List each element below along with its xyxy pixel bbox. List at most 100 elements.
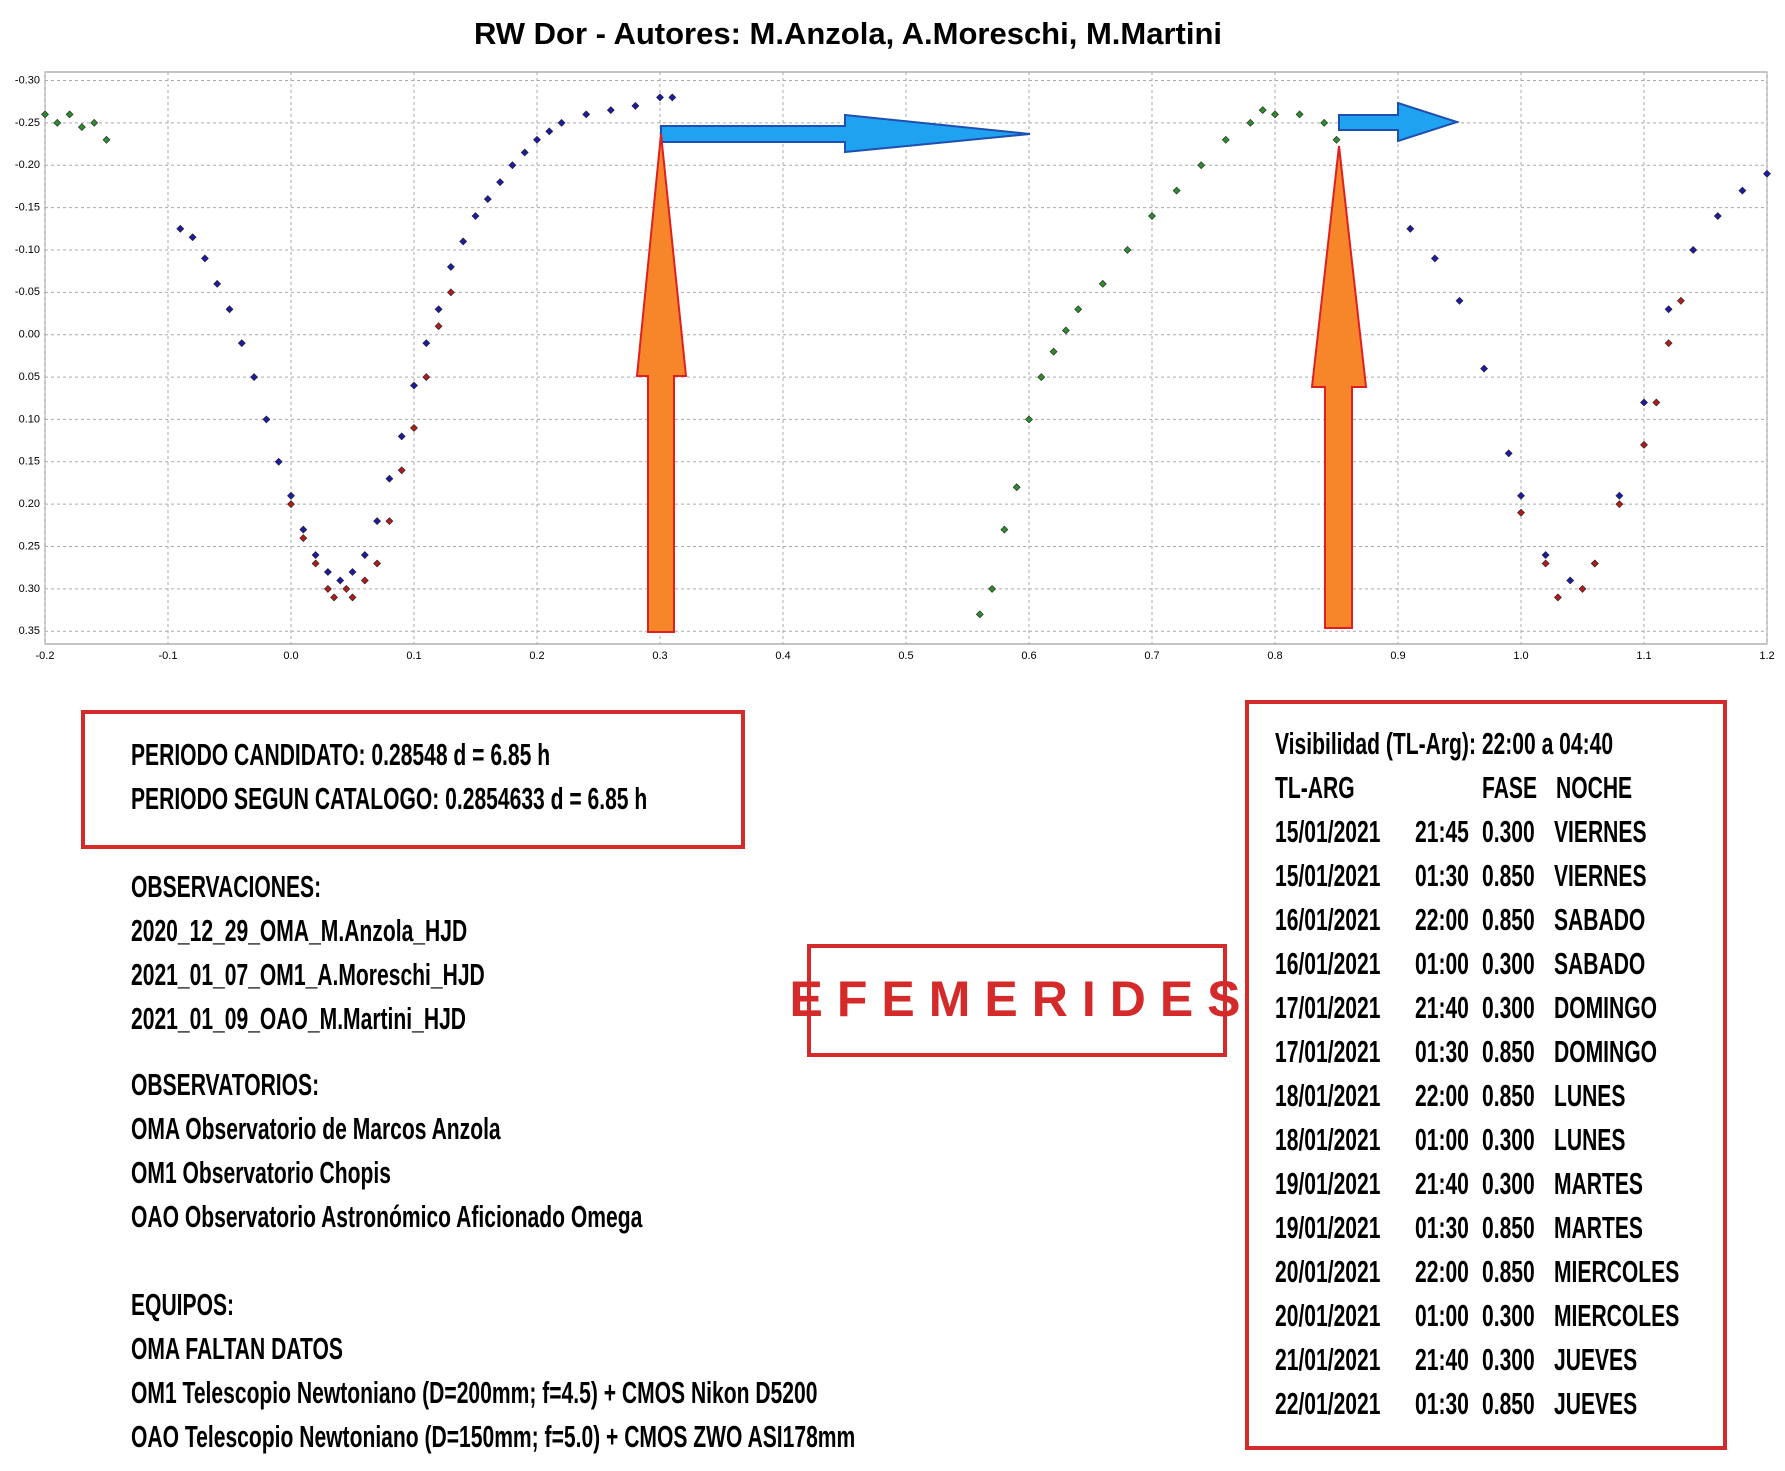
data-point: [1652, 398, 1661, 407]
ephemeris-cell: JUEVES: [1554, 1342, 1637, 1377]
data-point: [1148, 212, 1156, 220]
section-item: OAO Observatorio Astronómico Aficionado …: [131, 1199, 643, 1234]
ephemeris-cell: 0.850: [1482, 858, 1535, 893]
data-point: [1517, 508, 1525, 517]
data-point: [287, 500, 295, 509]
ephemeris-cell: 21/01/2021: [1275, 1342, 1380, 1377]
ephemeris-cell: 21:40: [1415, 990, 1469, 1025]
ephemeris-cell: 0.300: [1482, 814, 1535, 849]
ephemeris-cell: 21:40: [1415, 1342, 1469, 1377]
data-point: [483, 195, 492, 204]
data-point: [1320, 118, 1329, 127]
data-point: [397, 432, 406, 441]
data-point: [1430, 254, 1439, 263]
x-tick-label: 1.2: [1759, 650, 1774, 662]
data-point: [1689, 246, 1698, 254]
data-point: [471, 212, 480, 220]
data-point: [422, 339, 431, 348]
data-point: [533, 135, 541, 144]
efemerides-label: EFEMERIDES: [789, 971, 1254, 1027]
data-point: [508, 161, 517, 170]
y-tick-label: 0.30: [19, 583, 40, 595]
y-tick-label: -0.30: [15, 74, 40, 86]
data-point: [213, 279, 222, 288]
data-point: [348, 568, 357, 576]
data-point: [1332, 135, 1341, 144]
data-point: [459, 237, 468, 246]
section-item: OMA Observatorio de Marcos Anzola: [131, 1111, 501, 1146]
ephemeris-cell: VIERNES: [1554, 858, 1647, 893]
data-point: [360, 576, 369, 585]
ephemeris-cell: 15/01/2021: [1275, 814, 1380, 849]
data-point: [336, 576, 345, 585]
data-point: [274, 457, 283, 466]
y-tick-label: -0.05: [15, 286, 40, 298]
data-point: [1221, 135, 1230, 144]
ephemeris-cell: 0.300: [1482, 990, 1535, 1025]
ephemeris-cell: 0.850: [1482, 1034, 1535, 1069]
y-tick-label: -0.20: [15, 159, 40, 171]
data-point: [323, 584, 332, 593]
blue-arrow: [1338, 101, 1461, 143]
x-tick-label: 0.1: [406, 650, 421, 662]
data-point: [188, 233, 197, 242]
section-item: 2020_12_29_OMA_M.Anzola_HJD: [131, 913, 467, 948]
data-point: [410, 381, 418, 390]
x-tick-label: 0.2: [529, 650, 544, 662]
ephemeris-cell: DOMINGO: [1554, 1034, 1657, 1069]
y-tick-label: -0.10: [15, 244, 40, 256]
ephemeris-cell: 01:00: [1415, 1122, 1469, 1157]
ephemeris-cell: 0.850: [1482, 902, 1535, 937]
data-point: [1640, 440, 1648, 449]
data-point: [1025, 415, 1033, 424]
blue-arrow: [660, 113, 1031, 154]
data-point: [360, 551, 369, 559]
data-point: [582, 110, 591, 119]
data-point: [323, 568, 332, 576]
data-point: [656, 93, 664, 102]
ephemeris-cell: 01:30: [1415, 858, 1469, 893]
data-point: [1455, 296, 1464, 305]
data-point: [200, 254, 209, 263]
ephemeris-cell: 0.300: [1482, 946, 1535, 981]
ephemeris-cell: 0.850: [1482, 1078, 1535, 1113]
section-title: OBSERVATORIOS:: [131, 1067, 319, 1102]
data-point: [434, 305, 443, 314]
data-point: [1172, 186, 1181, 195]
section-title: OBSERVACIONES:: [131, 869, 321, 904]
data-point: [1098, 279, 1107, 288]
ephemeris-cell: 0.300: [1482, 1122, 1535, 1157]
data-point: [287, 491, 295, 500]
data-point: [1713, 212, 1722, 220]
data-point: [1664, 305, 1673, 314]
data-point: [557, 118, 566, 127]
ephemeris-cell: 17/01/2021: [1275, 990, 1380, 1025]
ephemeris-cell: 22:00: [1415, 902, 1469, 937]
ephemeris-cell: 0.300: [1482, 1298, 1535, 1333]
x-tick-label: 1.1: [1636, 650, 1651, 662]
data-point: [1480, 364, 1489, 373]
section-item: 2021_01_09_OAO_M.Martini_HJD: [131, 1001, 466, 1036]
x-tick-label: 1.0: [1513, 650, 1528, 662]
section-item: OAO Telescopio Newtoniano (D=150mm; f=5.…: [131, 1419, 855, 1454]
ephemeris-cell: 16/01/2021: [1275, 902, 1380, 937]
orange-arrow: [1310, 145, 1368, 629]
ephemeris-cell: MARTES: [1554, 1166, 1643, 1201]
data-point: [1640, 398, 1648, 407]
data-point: [1541, 559, 1550, 568]
data-point: [1074, 305, 1083, 314]
data-point: [1295, 110, 1304, 119]
ephemeris-cell: 01:00: [1415, 946, 1469, 981]
x-tick-label: 0.5: [898, 650, 913, 662]
ephemeris-cell: 20/01/2021: [1275, 1298, 1380, 1333]
y-tick-label: 0.05: [19, 371, 40, 383]
ephemeris-cell: VIERNES: [1554, 814, 1647, 849]
data-point: [410, 423, 418, 432]
data-point: [41, 110, 49, 119]
data-point: [1676, 296, 1685, 305]
x-tick-label: 0.7: [1144, 650, 1159, 662]
data-point: [1615, 500, 1624, 509]
data-point: [385, 517, 394, 526]
ephemeris-box: [1245, 700, 1727, 1450]
